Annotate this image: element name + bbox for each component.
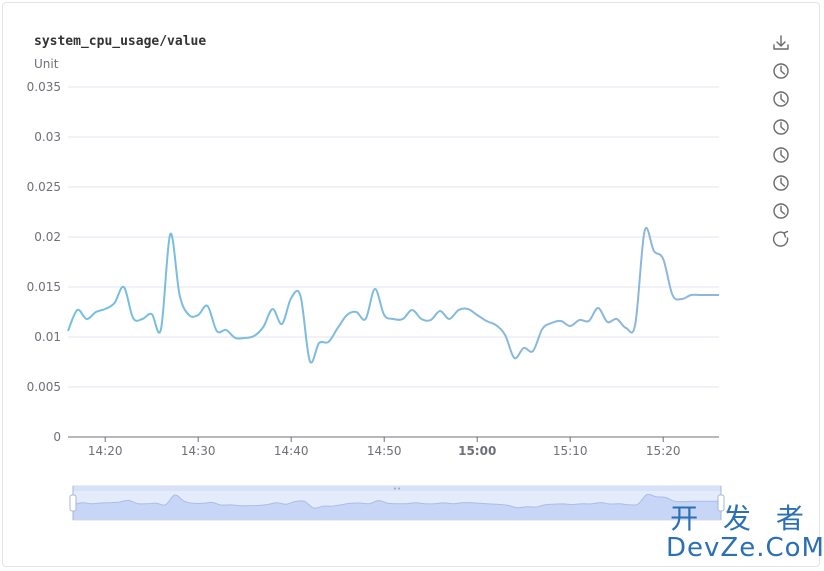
clock-icon[interactable] [771, 201, 791, 221]
y-axis-label: Unit [34, 57, 59, 71]
clock-icon[interactable] [771, 89, 791, 109]
y-axis: Unit 0 0.005 0.01 0.015 0.02 0.025 0.03 0.035 [27, 57, 61, 444]
zoom-handle-right[interactable] [717, 486, 725, 520]
zoom-series-area [73, 494, 721, 520]
x-tick-label: 15:10 [553, 444, 588, 458]
clock-icon[interactable] [771, 117, 791, 137]
clock-icon[interactable] [771, 61, 791, 81]
series-layer [67, 227, 719, 364]
download-icon[interactable] [771, 33, 791, 53]
y-tick-label: 0 [53, 430, 61, 444]
grid-layer [68, 86, 719, 388]
y-tick-label: 0.025 [27, 180, 61, 194]
clock-icon[interactable] [771, 145, 791, 165]
y-tick-label: 0.005 [27, 380, 61, 394]
x-tick-label: 15:00 [458, 444, 496, 458]
x-tick-label: 14:40 [274, 444, 309, 458]
y-tick-label: 0.02 [34, 230, 61, 244]
zoom-handle-left[interactable] [69, 486, 77, 520]
x-tick-label: 14:30 [181, 444, 216, 458]
x-tick-label: 15:20 [646, 444, 681, 458]
series-line [67, 227, 719, 364]
data-zoom-slider: •• [69, 485, 725, 521]
x-tick-label: 14:20 [88, 444, 123, 458]
y-tick-label: 0.035 [27, 80, 61, 94]
zoom-series-line [72, 493, 721, 509]
toolbox [771, 33, 791, 249]
x-axis: 14:20 14:30 14:40 14:50 15:00 15:10 15:20 [68, 436, 719, 458]
zoom-move-bar[interactable] [73, 486, 721, 491]
clock-icon[interactable] [771, 173, 791, 193]
y-tick-label: 0.03 [34, 130, 61, 144]
zoom-grip[interactable]: •• [393, 485, 401, 493]
x-tick-label: 14:50 [367, 444, 402, 458]
refresh-icon[interactable] [771, 229, 791, 249]
y-tick-label: 0.015 [27, 280, 61, 294]
chart-title: system_cpu_usage/value [34, 34, 207, 49]
y-tick-label: 0.01 [34, 330, 61, 344]
